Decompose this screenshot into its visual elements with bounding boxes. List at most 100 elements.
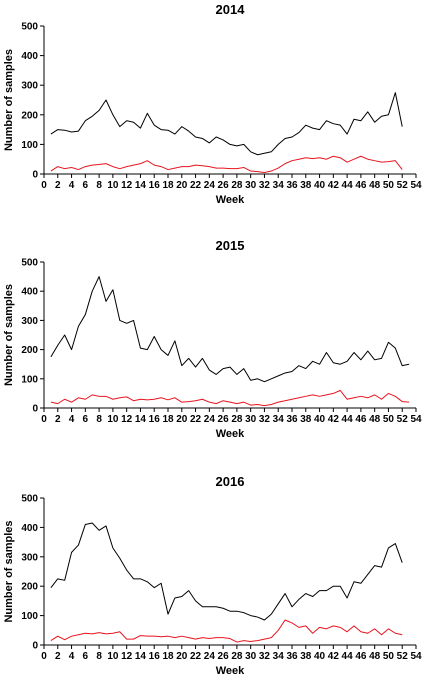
x-tick-label: 30 [245, 180, 257, 191]
x-tick-label: 12 [121, 414, 133, 425]
x-tick-label: 2 [55, 180, 61, 191]
x-tick-label: 52 [397, 414, 409, 425]
x-tick-label: 22 [190, 414, 202, 425]
x-tick-label: 40 [314, 414, 326, 425]
x-tick-label: 10 [107, 651, 119, 662]
series-line-red [50, 619, 403, 643]
x-tick-label: 36 [286, 651, 298, 662]
x-tick-label: 24 [204, 180, 216, 191]
y-tick-label: 400 [21, 523, 38, 534]
x-tick-label: 52 [397, 180, 409, 191]
y-tick-label: 300 [21, 81, 38, 92]
x-tick-label: 4 [69, 414, 75, 425]
x-tick-label: 6 [83, 414, 89, 425]
x-tick-label: 4 [69, 651, 75, 662]
x-tick-label: 16 [149, 651, 161, 662]
series-line-red [50, 389, 410, 407]
x-tick-label: 40 [314, 651, 326, 662]
x-tick-label: 26 [218, 180, 230, 191]
x-tick-label: 2 [55, 651, 61, 662]
x-tick-label: 18 [162, 180, 174, 191]
chart-title: 2015 [216, 238, 245, 253]
x-tick-label: 12 [121, 651, 133, 662]
x-tick-label: 16 [149, 414, 161, 425]
x-tick-label: 0 [41, 180, 47, 191]
x-tick-label: 42 [328, 180, 340, 191]
x-axis-label: Week [216, 194, 245, 206]
x-tick-label: 18 [162, 651, 174, 662]
x-tick-label: 54 [410, 414, 422, 425]
chart-title: 2016 [216, 474, 245, 489]
x-tick-label: 30 [245, 414, 257, 425]
x-tick-label: 4 [69, 180, 75, 191]
x-tick-label: 44 [342, 414, 354, 425]
y-axis-label: Number of samples [3, 49, 15, 151]
series-line-black [50, 522, 403, 621]
y-tick-label: 200 [21, 345, 38, 356]
x-tick-label: 32 [259, 414, 271, 425]
x-axis-label: Week [216, 665, 245, 677]
y-tick-label: 200 [21, 110, 38, 121]
x-tick-label: 0 [41, 414, 47, 425]
y-tick-label: 100 [21, 140, 38, 151]
x-tick-label: 20 [176, 414, 188, 425]
x-tick-label: 18 [162, 414, 174, 425]
x-tick-label: 44 [342, 651, 354, 662]
chart-title: 2014 [216, 2, 246, 17]
x-tick-label: 26 [218, 414, 230, 425]
series-line-red [50, 155, 403, 174]
y-tick-label: 100 [21, 374, 38, 385]
y-axis-label: Number of samples [3, 284, 15, 386]
x-tick-label: 46 [355, 180, 367, 191]
x-tick-label: 14 [135, 651, 147, 662]
y-tick-label: 0 [32, 641, 38, 652]
x-tick-label: 22 [190, 651, 202, 662]
y-tick-label: 500 [21, 258, 38, 269]
x-tick-label: 48 [369, 414, 381, 425]
x-tick-label: 20 [176, 180, 188, 191]
x-axis-label: Week [216, 428, 245, 440]
y-tick-label: 200 [21, 582, 38, 593]
x-tick-label: 48 [369, 651, 381, 662]
x-tick-label: 14 [135, 414, 147, 425]
x-tick-label: 8 [96, 414, 102, 425]
series-line-black [50, 92, 403, 156]
x-tick-label: 10 [107, 180, 119, 191]
y-axis-label: Number of samples [3, 520, 15, 622]
x-tick-label: 48 [369, 180, 381, 191]
x-tick-label: 26 [218, 651, 230, 662]
x-tick-label: 24 [204, 414, 216, 425]
y-tick-label: 0 [32, 170, 38, 181]
y-tick-label: 400 [21, 287, 38, 298]
x-tick-label: 54 [410, 651, 422, 662]
x-tick-label: 42 [328, 414, 340, 425]
x-tick-label: 28 [231, 180, 243, 191]
x-tick-label: 28 [231, 414, 243, 425]
x-tick-label: 50 [383, 414, 395, 425]
x-tick-label: 38 [300, 414, 312, 425]
x-tick-label: 50 [383, 180, 395, 191]
x-tick-label: 32 [259, 651, 271, 662]
x-tick-label: 36 [286, 180, 298, 191]
y-tick-label: 500 [21, 22, 38, 33]
x-tick-label: 12 [121, 180, 133, 191]
y-tick-label: 300 [21, 552, 38, 563]
x-tick-label: 46 [355, 414, 367, 425]
x-tick-label: 20 [176, 651, 188, 662]
x-tick-label: 8 [96, 180, 102, 191]
x-tick-label: 24 [204, 651, 216, 662]
x-tick-label: 38 [300, 180, 312, 191]
x-tick-label: 44 [342, 180, 354, 191]
x-tick-label: 32 [259, 180, 271, 191]
x-tick-label: 14 [135, 180, 147, 191]
y-tick-label: 400 [21, 51, 38, 62]
x-tick-label: 6 [83, 651, 89, 662]
x-tick-label: 52 [397, 651, 409, 662]
x-tick-label: 28 [231, 651, 243, 662]
series-line-black [50, 276, 410, 383]
x-tick-label: 34 [273, 180, 285, 191]
x-tick-label: 8 [96, 651, 102, 662]
x-tick-label: 34 [273, 414, 285, 425]
x-tick-label: 10 [107, 414, 119, 425]
